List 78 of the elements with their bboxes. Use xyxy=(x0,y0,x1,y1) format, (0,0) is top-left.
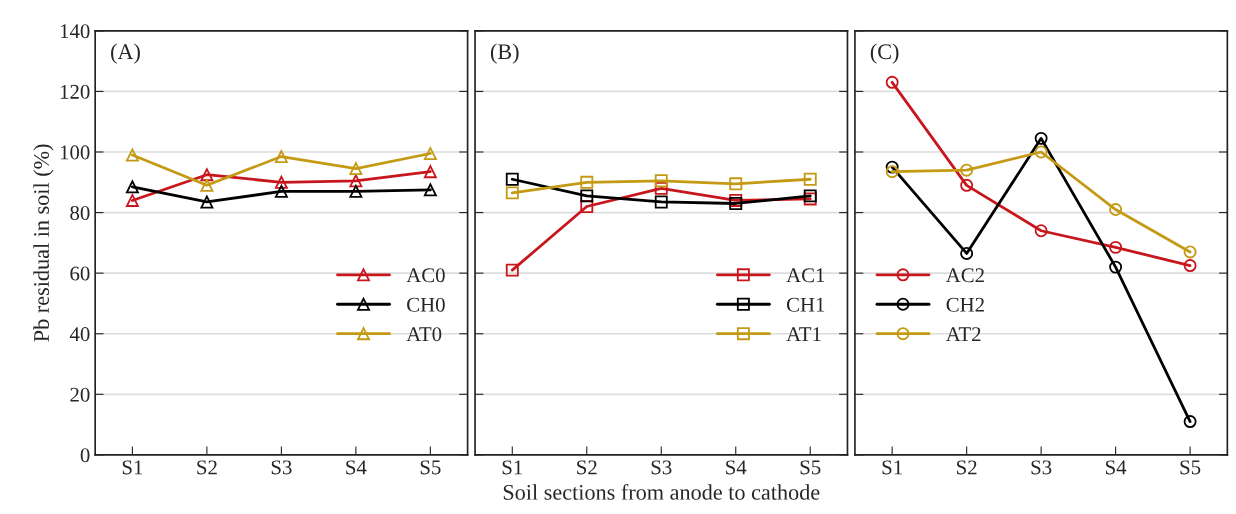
point xyxy=(1109,240,1123,254)
annotation: (C) xyxy=(870,43,899,64)
point xyxy=(1034,145,1048,159)
point xyxy=(803,172,817,186)
point xyxy=(349,174,363,188)
annotation: (B) xyxy=(490,43,519,64)
y-tick-label: 0 xyxy=(80,448,90,463)
point xyxy=(349,184,363,198)
x-tick-label: S4 xyxy=(346,460,367,475)
point xyxy=(505,186,519,200)
x-tick-label: S2 xyxy=(577,460,597,475)
point xyxy=(1183,245,1197,259)
point xyxy=(885,160,899,174)
y-tick-label: 20 xyxy=(70,387,90,402)
point xyxy=(885,75,899,89)
point xyxy=(505,172,519,186)
x-tick-label: S1 xyxy=(882,460,902,475)
x-tick-label: S5 xyxy=(800,460,821,475)
point xyxy=(200,178,214,192)
x-tick-label: S1 xyxy=(502,460,523,475)
legend-label: AC1 xyxy=(786,268,825,283)
point xyxy=(200,195,214,209)
point xyxy=(580,175,594,189)
point xyxy=(423,147,437,160)
y-tick-label: 140 xyxy=(60,24,90,39)
point xyxy=(200,168,214,182)
legend-label: CH2 xyxy=(946,297,984,312)
point xyxy=(274,184,288,198)
x-tick-label: S1 xyxy=(122,460,143,475)
y-tick-label: 100 xyxy=(60,145,90,160)
x-tick-label: S3 xyxy=(271,460,292,475)
legend-label: CH1 xyxy=(786,297,825,312)
point xyxy=(1109,260,1123,274)
point xyxy=(1034,131,1048,145)
point xyxy=(1183,259,1197,273)
point xyxy=(274,175,288,189)
x-tick-label: S5 xyxy=(1180,460,1201,475)
point xyxy=(1034,224,1048,238)
legend-label: CH0 xyxy=(407,297,445,312)
y-tick-label: 120 xyxy=(60,84,90,99)
point xyxy=(580,189,594,203)
point xyxy=(1109,203,1123,217)
x-tick-label: S2 xyxy=(957,460,977,475)
y-tick-label: 60 xyxy=(70,266,90,281)
point xyxy=(729,177,743,191)
y-tick-label: 40 xyxy=(69,327,90,342)
legend-label: AC0 xyxy=(406,268,445,283)
point xyxy=(654,174,668,188)
legend-label: AT0 xyxy=(406,327,442,342)
annotation: (A) xyxy=(111,43,140,64)
x-tick-label: S3 xyxy=(1031,460,1052,475)
point xyxy=(960,163,974,177)
point xyxy=(960,247,974,260)
point xyxy=(423,183,437,197)
legend-label: AT1 xyxy=(786,327,821,341)
point xyxy=(125,193,139,207)
point xyxy=(580,200,594,213)
point xyxy=(125,180,139,194)
legend-label: AT2 xyxy=(945,327,981,341)
x-tick-label: S4 xyxy=(726,460,747,475)
point xyxy=(349,162,363,176)
point xyxy=(505,263,519,277)
x-tick-label: S3 xyxy=(651,460,672,475)
point xyxy=(960,178,974,192)
point xyxy=(125,148,139,162)
point xyxy=(885,165,899,179)
x-axis-title: Soil sections from anode to cathode xyxy=(503,483,820,500)
y-axis-title: Pb residual in soil (%) xyxy=(33,144,54,342)
x-tick-label: S2 xyxy=(197,460,217,475)
x-tick-label: S4 xyxy=(1106,460,1127,475)
x-tick-label: S5 xyxy=(420,460,441,475)
legend-label: AC2 xyxy=(945,268,984,283)
point xyxy=(654,195,668,209)
point xyxy=(654,181,668,195)
point xyxy=(1183,415,1197,429)
y-tick-label: 80 xyxy=(70,205,90,221)
point xyxy=(274,150,288,164)
point xyxy=(423,165,437,179)
